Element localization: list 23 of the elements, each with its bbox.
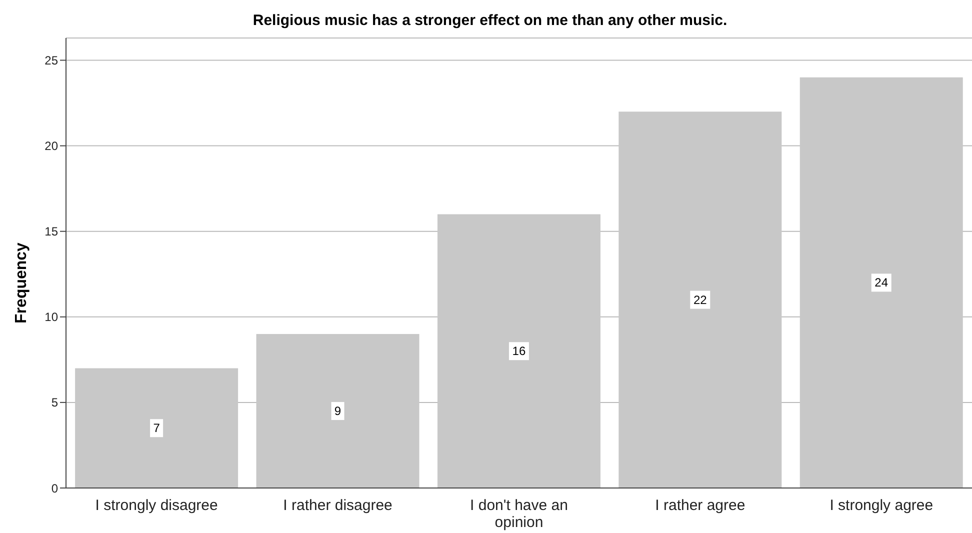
bar: [800, 77, 963, 488]
x-tick-label: I rather agree: [655, 497, 746, 514]
x-tick-label: I rather disagree: [283, 497, 392, 514]
data-label: 22: [693, 292, 708, 307]
bar: [618, 112, 782, 488]
x-tick-label: I don't have an opinion: [470, 497, 568, 531]
y-tick-label: 10: [44, 310, 58, 324]
bar: [437, 214, 600, 488]
y-tick-label: 0: [51, 481, 58, 496]
chart-title: Religious music has a stronger effect on me than any other music.: [252, 12, 728, 29]
y-axis-title: Frequency: [13, 242, 31, 324]
y-tick-label: 20: [44, 139, 58, 154]
data-label: 24: [874, 276, 888, 290]
data-label: 7: [153, 421, 160, 436]
bar: [75, 368, 238, 488]
y-tick-label: 5: [51, 396, 58, 410]
y-tick-label: 25: [44, 54, 58, 68]
x-tick-label: I strongly agree: [830, 497, 934, 514]
x-tick-label: I strongly disagree: [95, 497, 218, 514]
data-label: 16: [512, 344, 526, 358]
data-label: 9: [334, 404, 342, 418]
bar: [256, 334, 420, 488]
y-tick-label: 15: [44, 224, 58, 239]
